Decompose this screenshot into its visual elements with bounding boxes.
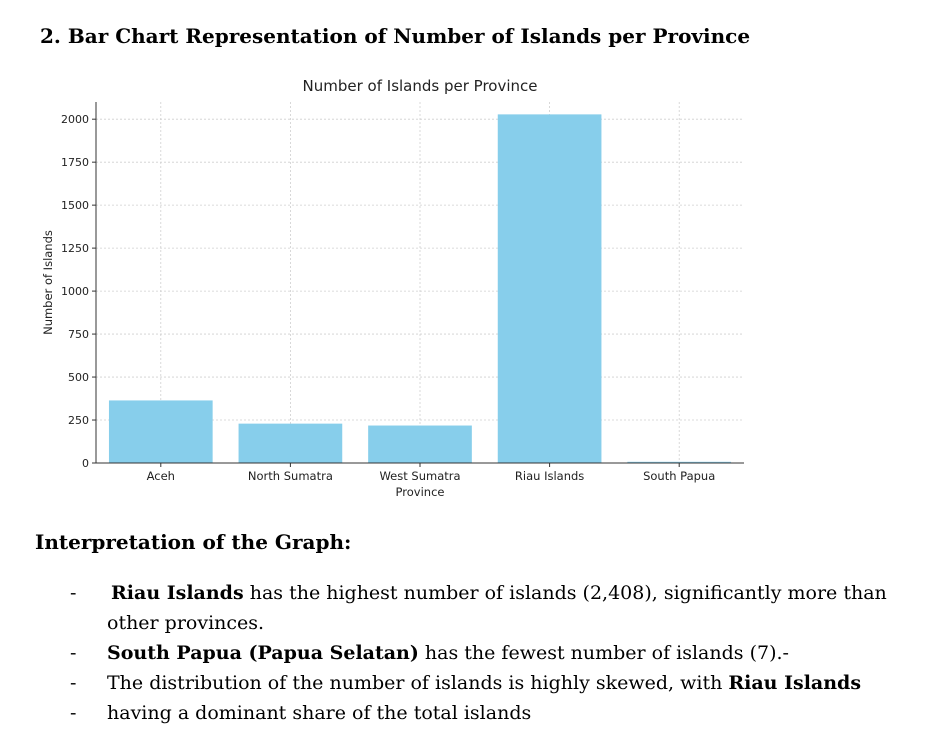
bar [368, 425, 472, 463]
bar [497, 114, 602, 464]
y-axis-label: Number of Islands [41, 230, 55, 335]
interpretation-list: - Riau Islands has the highest number of… [60, 578, 900, 728]
x-tick-label: South Papua [643, 469, 715, 483]
bullet-item: - South Papua (Papua Selatan) has the fe… [60, 638, 900, 668]
section-heading: 2. Bar Chart Representation of Number of… [40, 24, 751, 48]
y-tick-label: 2000 [61, 113, 89, 126]
bullet-bold-text: Riau Islands [111, 582, 244, 604]
chart-title: Number of Islands per Province [303, 77, 538, 95]
bullet-bold-text: South Papua (Papua Selatan) [107, 642, 419, 664]
bullet-text: has the fewest number of islands (7).- [418, 642, 789, 664]
bar-chart: 0 250 500 750 1000 1250 1500 1750 2000 Aceh North … [41, 77, 744, 499]
x-axis-label: Province [396, 485, 445, 499]
y-tick-label: 1000 [61, 285, 89, 298]
bullet-dash: - [70, 642, 77, 664]
bar [238, 423, 343, 463]
bullet-dash: - [70, 672, 77, 694]
bullet-item: - having a dominant share of the total i… [60, 698, 900, 728]
y-tick-label: 1750 [61, 156, 89, 169]
interpretation-heading: Interpretation of the Graph: [35, 530, 352, 554]
x-tick-label: West Sumatra [379, 469, 460, 483]
x-tick-label: North Sumatra [248, 469, 333, 483]
y-tick-label: 1500 [61, 199, 89, 212]
y-tick-label: 0 [82, 457, 89, 470]
bullet-text: The distribution of the number of island… [107, 672, 729, 694]
y-tick-label: 250 [68, 414, 89, 427]
bullet-dash: - [70, 582, 77, 604]
bullet-text: having a dominant share of the total isl… [107, 702, 532, 724]
bullet-item: - The distribution of the number of isla… [60, 668, 900, 698]
bullet-dash: - [70, 702, 77, 724]
x-tick-label: Aceh [147, 469, 175, 483]
bullet-bold-text: Riau Islands [728, 672, 862, 694]
y-tick-label: 750 [68, 328, 89, 341]
bullet-text: has the highest number of islands (2,408… [107, 582, 887, 634]
bullet-item: - Riau Islands has the highest number of… [60, 578, 900, 638]
y-tick-label: 500 [68, 371, 89, 384]
bar [627, 461, 732, 463]
x-tick-label: Riau Islands [515, 469, 584, 483]
y-tick-label: 1250 [61, 242, 89, 255]
bar [108, 400, 213, 463]
